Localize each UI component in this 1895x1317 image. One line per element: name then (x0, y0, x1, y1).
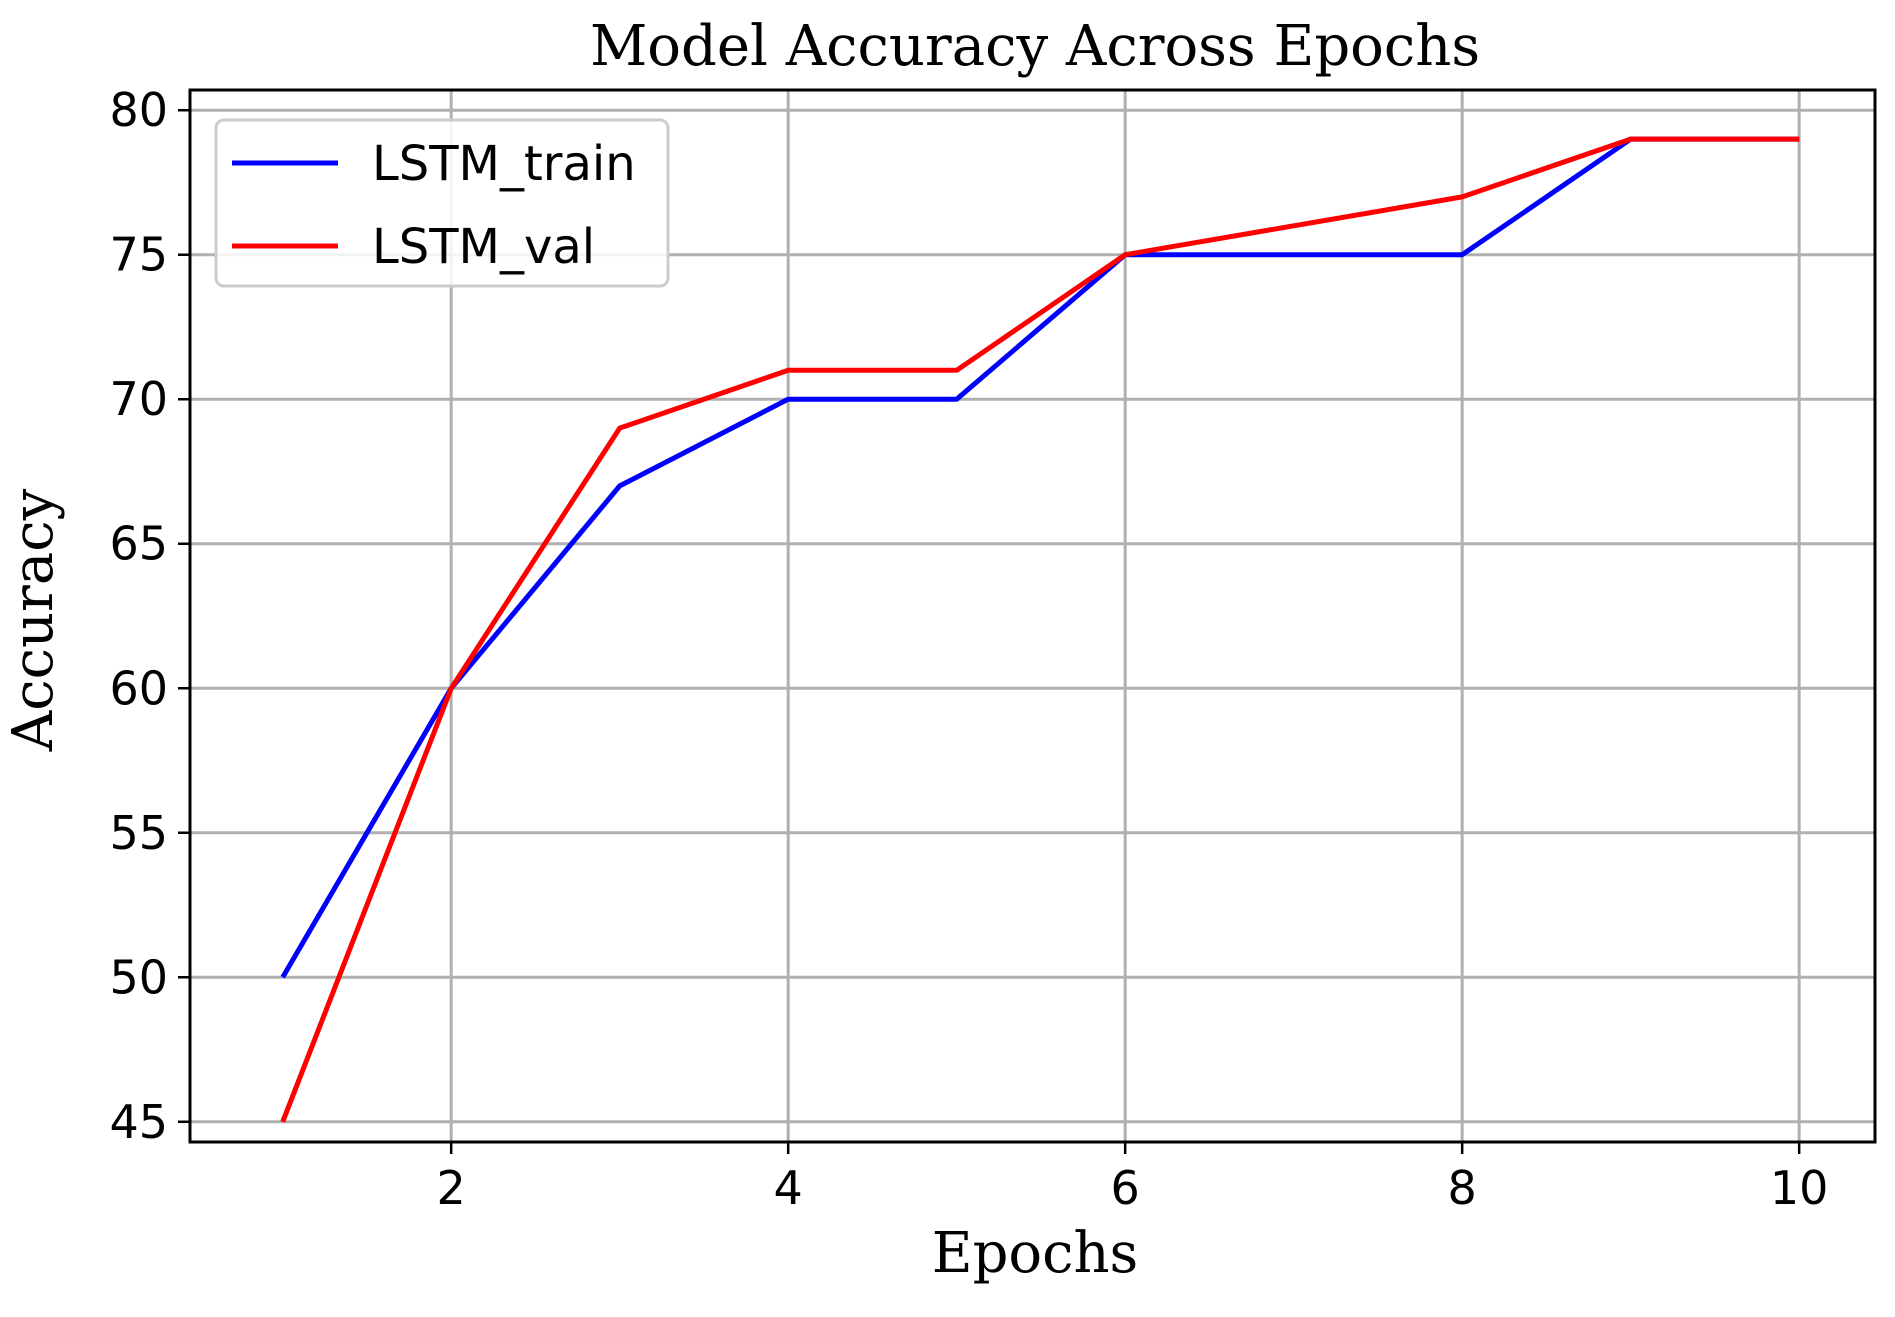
y-tick-label: 70 (109, 372, 168, 426)
y-tick-label: 55 (109, 806, 168, 860)
x-tick-label: 2 (437, 1161, 466, 1215)
y-axis-ticks: 45 50 55 60 65 70 75 80 (109, 83, 190, 1149)
chart-title: Model Accuracy Across Epochs (590, 14, 1480, 79)
legend-label-lstm-val: LSTM_val (372, 219, 595, 275)
legend-label-lstm-train: LSTM_train (372, 136, 636, 192)
x-tick-label: 8 (1448, 1161, 1477, 1215)
y-axis-label: Accuracy (1, 488, 66, 752)
x-axis-ticks: 2 4 6 8 10 (437, 1142, 1829, 1215)
y-tick-label: 45 (109, 1095, 168, 1149)
x-tick-label: 6 (1111, 1161, 1140, 1215)
y-tick-label: 65 (109, 517, 168, 571)
plot-frame (188, 88, 1877, 1144)
x-tick-label: 10 (1770, 1161, 1829, 1215)
x-axis-label: Epochs (932, 1221, 1139, 1286)
series-line-lstm-train (280, 136, 1800, 979)
series-lines (280, 136, 1800, 1123)
y-tick-label: 60 (109, 661, 168, 715)
grid (190, 90, 1875, 1142)
y-tick-label: 50 (109, 950, 168, 1004)
y-tick-label: 80 (109, 83, 168, 137)
series-line-lstm-val (280, 136, 1800, 1123)
legend: LSTM_train LSTM_val (214, 118, 670, 288)
x-tick-label: 4 (774, 1161, 803, 1215)
y-tick-label: 75 (109, 228, 168, 282)
